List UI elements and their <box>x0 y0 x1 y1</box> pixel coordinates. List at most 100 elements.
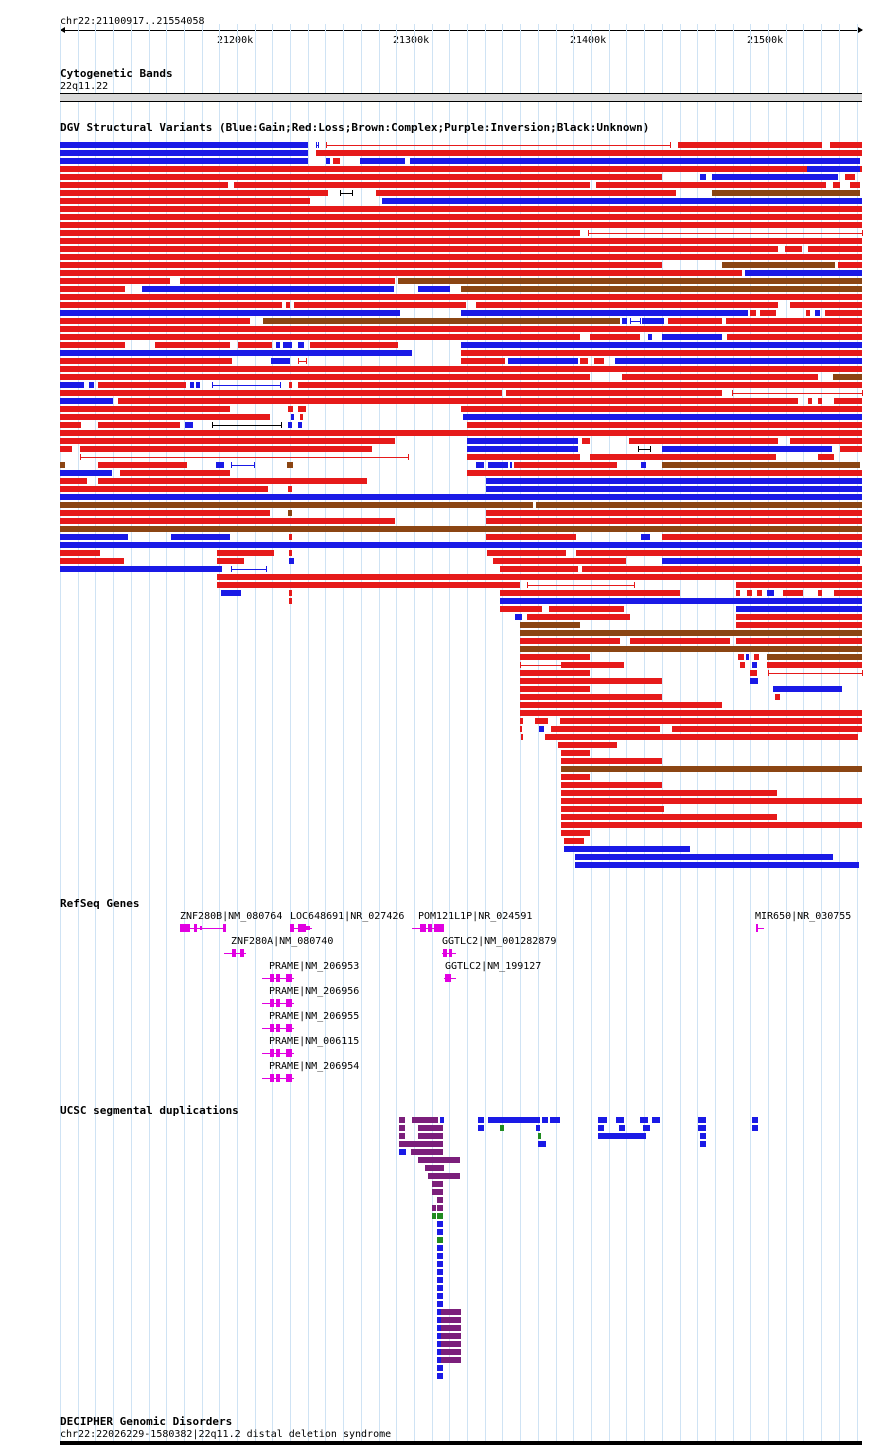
dgv-variant[interactable] <box>360 158 405 164</box>
dgv-variant[interactable] <box>500 606 542 612</box>
segdup-feature[interactable] <box>437 1293 443 1299</box>
dgv-variant[interactable] <box>216 462 224 468</box>
dgv-variant[interactable] <box>461 286 862 292</box>
dgv-variant[interactable] <box>60 470 112 476</box>
dgv-variant[interactable] <box>590 454 776 460</box>
dgv-variant[interactable] <box>60 534 128 540</box>
dgv-variant-link[interactable] <box>212 425 281 426</box>
gene-label-ggtlc2-2[interactable]: GGTLC2|NM_199127 <box>445 961 542 972</box>
segdup-feature[interactable] <box>418 1125 443 1131</box>
dgv-variant[interactable] <box>288 510 292 516</box>
gene-exon[interactable] <box>276 1049 280 1057</box>
segdup-feature[interactable] <box>478 1125 484 1131</box>
dgv-variant-link[interactable] <box>732 393 862 394</box>
dgv-variant[interactable] <box>60 230 580 236</box>
dgv-variant[interactable] <box>289 558 294 564</box>
segdup-feature[interactable] <box>478 1117 484 1123</box>
dgv-variant[interactable] <box>520 654 590 660</box>
gene-label-prame-206954[interactable]: PRAME|NM_206954 <box>269 1061 360 1072</box>
dgv-variant[interactable] <box>549 606 624 612</box>
segdup-feature[interactable] <box>542 1117 548 1123</box>
segdup-feature[interactable] <box>437 1229 443 1235</box>
dgv-variant[interactable] <box>60 422 81 428</box>
dgv-variant[interactable] <box>60 294 862 300</box>
dgv-variant[interactable] <box>850 182 860 188</box>
dgv-variant[interactable] <box>561 758 662 764</box>
dgv-variant[interactable] <box>838 262 862 268</box>
dgv-variant[interactable] <box>486 510 862 516</box>
dgv-variant[interactable] <box>60 326 862 332</box>
segdup-feature[interactable] <box>598 1117 607 1123</box>
dgv-variant[interactable] <box>642 318 664 324</box>
dgv-variant[interactable] <box>461 310 748 316</box>
dgv-variant[interactable] <box>561 790 777 796</box>
dgv-variant[interactable] <box>60 198 310 204</box>
segdup-feature[interactable] <box>437 1317 443 1323</box>
dgv-variant[interactable] <box>582 566 862 572</box>
dgv-variant[interactable] <box>263 318 620 324</box>
dgv-variant[interactable] <box>316 150 862 156</box>
dgv-variant[interactable] <box>622 318 627 324</box>
dgv-variant[interactable] <box>700 174 706 180</box>
segdup-feature[interactable] <box>437 1237 443 1243</box>
dgv-variant[interactable] <box>785 246 802 252</box>
segdup-feature[interactable] <box>441 1341 461 1347</box>
dgv-variant[interactable] <box>818 454 834 460</box>
dgv-variant[interactable] <box>60 182 228 188</box>
dgv-variant[interactable] <box>60 558 124 564</box>
gene-exon[interactable] <box>240 949 244 957</box>
dgv-variant[interactable] <box>486 486 862 492</box>
segdup-feature[interactable] <box>698 1117 706 1123</box>
dgv-variant[interactable] <box>500 598 862 604</box>
dgv-variant[interactable] <box>521 734 523 740</box>
dgv-variant[interactable] <box>806 310 810 316</box>
dgv-variant[interactable] <box>736 614 862 620</box>
dgv-variant[interactable] <box>746 654 749 660</box>
dgv-variant[interactable] <box>520 718 523 724</box>
dgv-variant[interactable] <box>376 190 676 196</box>
dgv-variant[interactable] <box>726 318 862 324</box>
dgv-variant[interactable] <box>662 462 860 468</box>
segdup-feature[interactable] <box>437 1221 443 1227</box>
dgv-variant[interactable] <box>740 662 745 668</box>
dgv-variant[interactable] <box>60 262 662 268</box>
gene-exon[interactable] <box>276 974 280 982</box>
cytoband-track-title[interactable]: Cytogenetic Bands <box>60 67 173 80</box>
dgv-variant[interactable] <box>60 430 862 436</box>
dgv-variant[interactable] <box>60 350 412 356</box>
dgv-variant[interactable] <box>217 558 244 564</box>
dgv-variant[interactable] <box>118 398 798 404</box>
segdup-feature[interactable] <box>441 1333 461 1339</box>
dgv-variant[interactable] <box>561 822 862 828</box>
dgv-variant-link[interactable] <box>80 457 408 458</box>
gene-exon[interactable] <box>428 924 432 932</box>
dgv-variant[interactable] <box>276 342 280 348</box>
dgv-variant-link[interactable] <box>588 233 862 234</box>
segdup-feature[interactable] <box>700 1141 706 1147</box>
segdup-feature[interactable] <box>437 1181 443 1187</box>
dgv-variant[interactable] <box>217 574 862 580</box>
dgv-variant[interactable] <box>520 638 620 644</box>
dgv-variant[interactable] <box>520 630 862 636</box>
gene-label-prame-206956[interactable]: PRAME|NM_206956 <box>269 986 360 997</box>
segdup-feature[interactable] <box>412 1117 438 1123</box>
gene-exon[interactable] <box>286 974 292 982</box>
segdup-feature[interactable] <box>437 1333 443 1339</box>
dgv-variant[interactable] <box>333 158 340 164</box>
segdup-feature[interactable] <box>700 1133 706 1139</box>
dgv-variant[interactable] <box>190 382 194 388</box>
segdup-feature[interactable] <box>437 1261 443 1267</box>
dgv-variant[interactable] <box>238 342 272 348</box>
dgv-variant[interactable] <box>326 158 330 164</box>
dgv-variant[interactable] <box>641 462 646 468</box>
dgv-variant[interactable] <box>840 446 862 452</box>
dgv-variant[interactable] <box>782 166 795 172</box>
segdup-feature[interactable] <box>643 1125 650 1131</box>
dgv-variant[interactable] <box>520 702 722 708</box>
dgv-variant[interactable] <box>298 342 304 348</box>
gene-exon[interactable] <box>223 924 226 932</box>
dgv-variant[interactable] <box>493 558 626 564</box>
dgv-variant-link[interactable] <box>527 585 634 586</box>
dgv-variant[interactable] <box>736 622 862 628</box>
segdup-feature[interactable] <box>640 1117 648 1123</box>
